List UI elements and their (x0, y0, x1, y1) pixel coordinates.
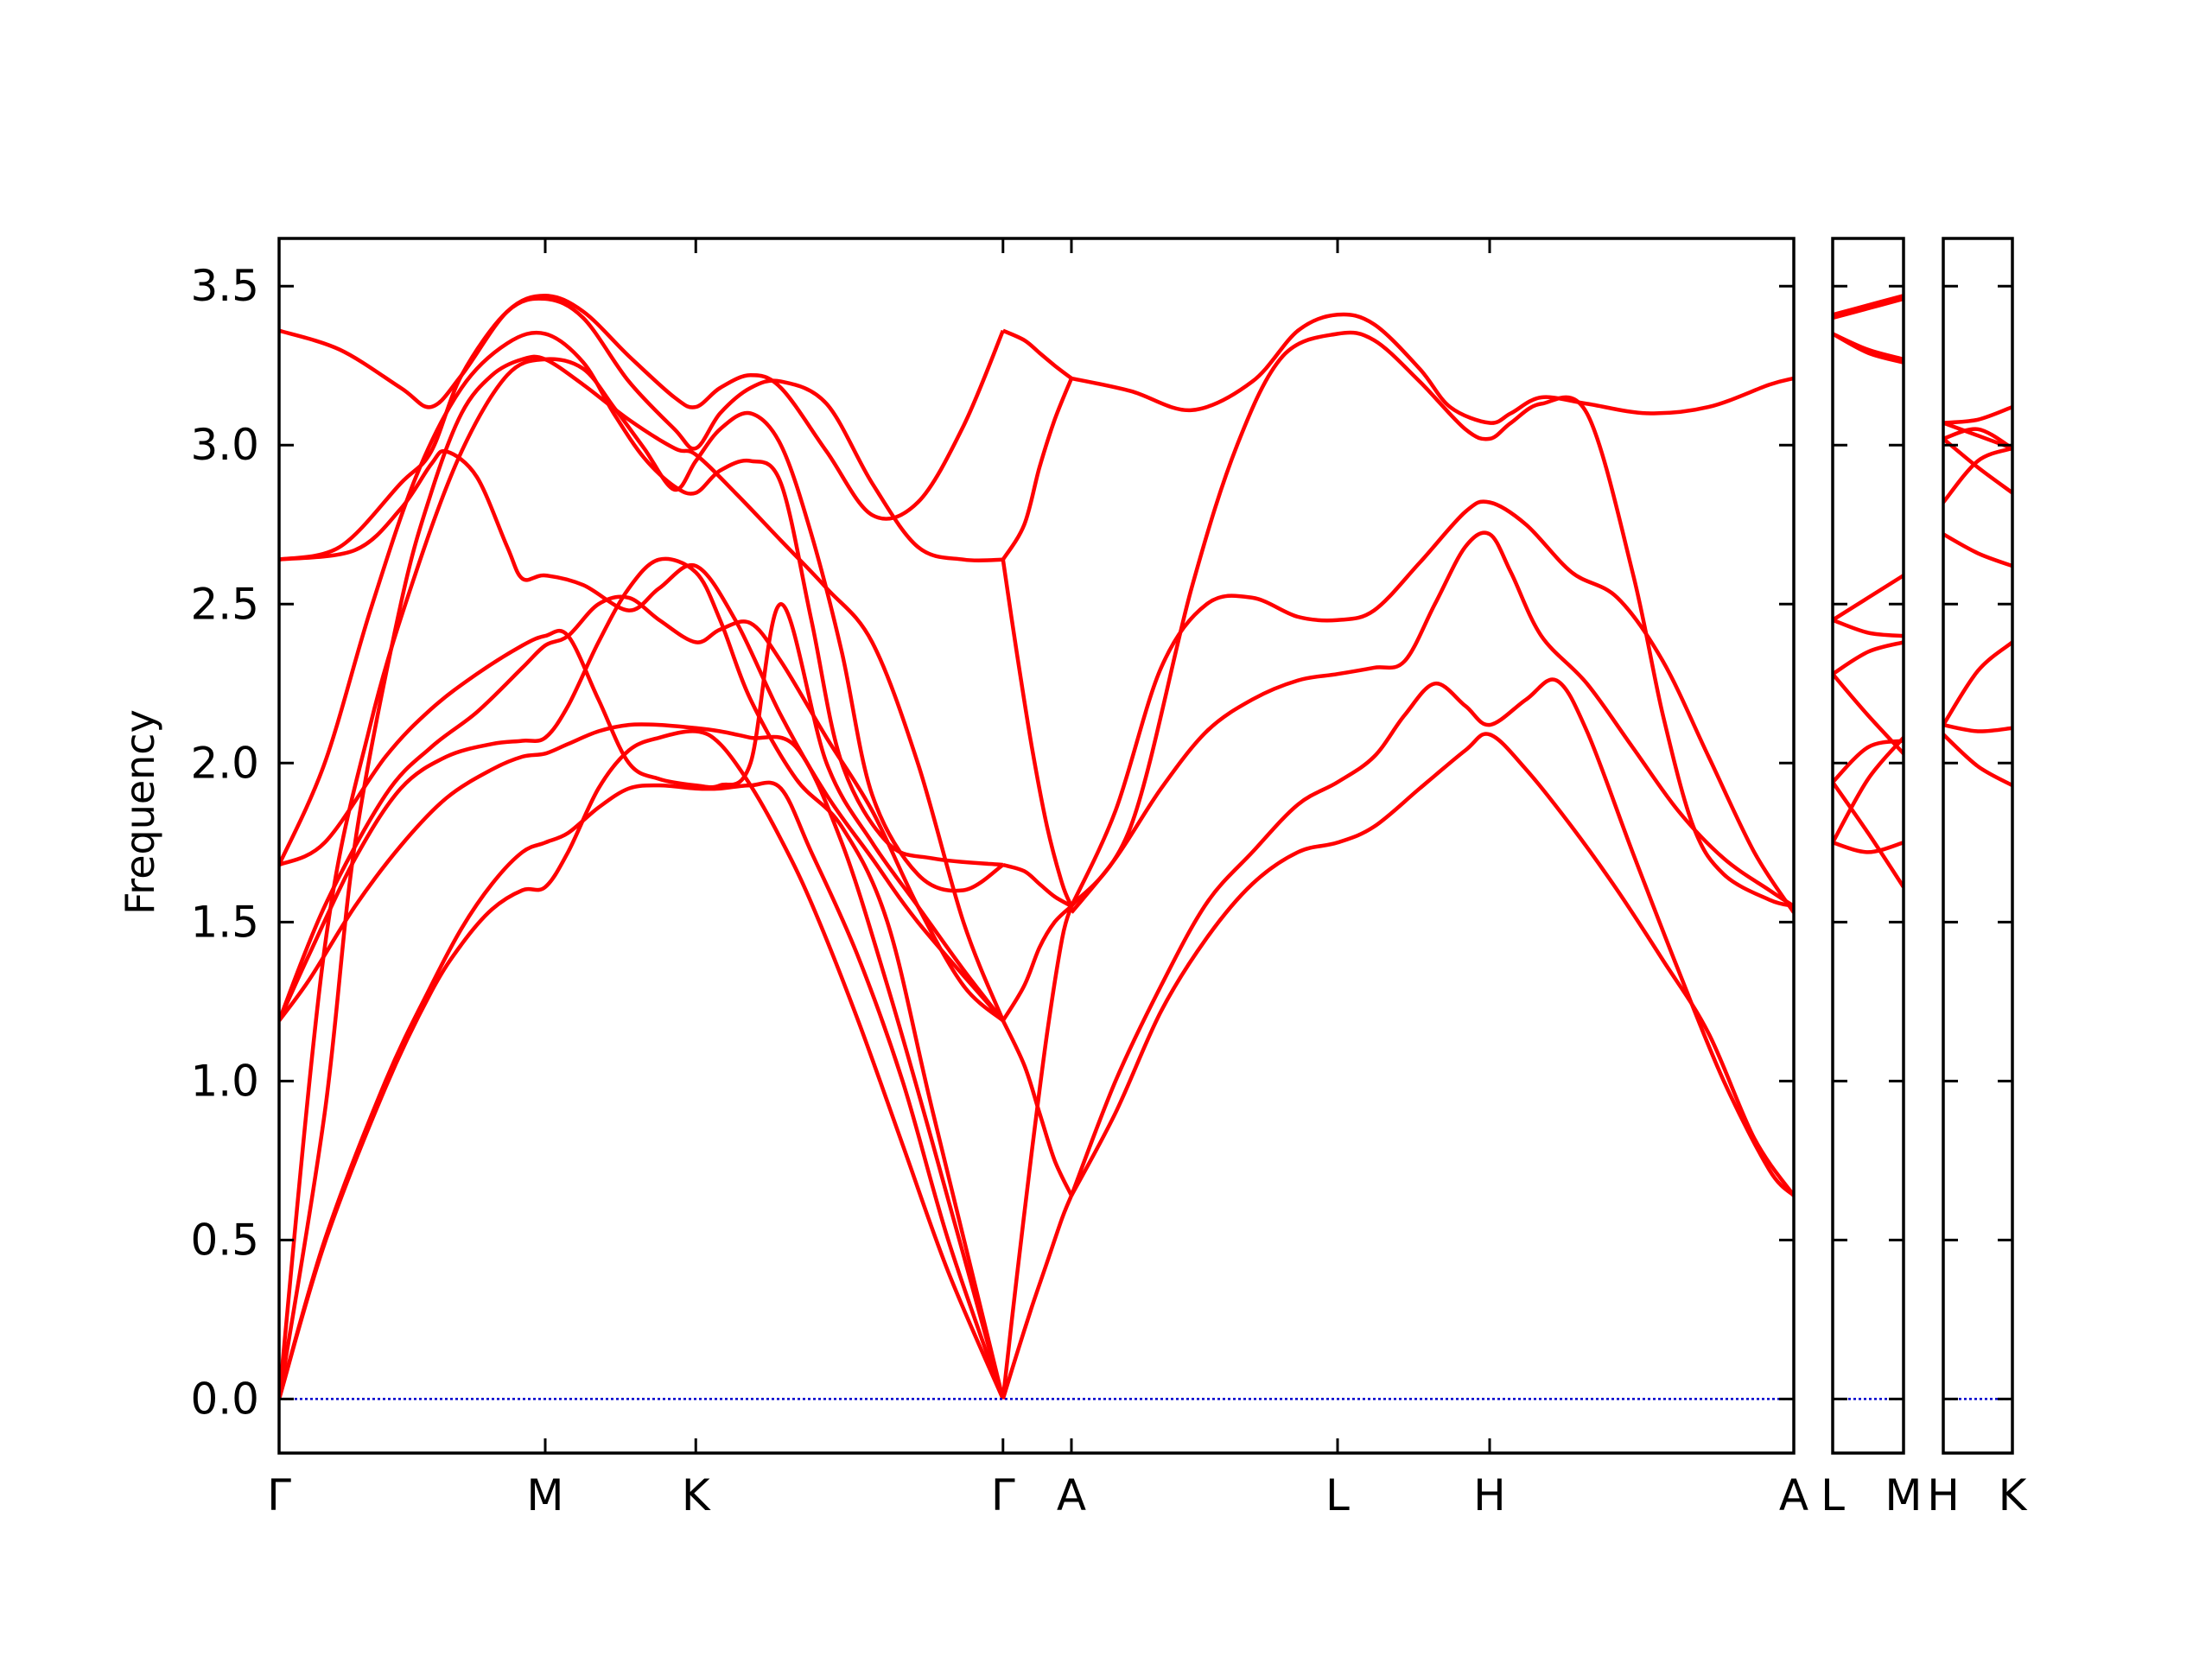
band-line-10 (279, 448, 1005, 1022)
band-line-25 (1069, 677, 1794, 1197)
band-line-12 (1833, 841, 1904, 854)
band-line-4 (279, 556, 1005, 1400)
panel-frame (277, 237, 1796, 1455)
band-line-10 (1833, 739, 1904, 784)
x-tick-label: K (1999, 1470, 2028, 1520)
plot-layer: Γ M K Γ A L H A L M H K0.00.51.01.52.02.53.03.5 (190, 237, 2028, 1520)
band-line-5 (279, 594, 1005, 1023)
band-line-19 (1001, 905, 1074, 1400)
y-tick-label: 0.5 (190, 1215, 259, 1265)
band-line-8 (1943, 722, 2012, 733)
band-line-1 (1833, 294, 1904, 317)
band-line-2 (1833, 296, 1904, 321)
band-line-15 (1001, 559, 1074, 907)
series-group (279, 294, 1794, 1400)
y-tick-label: 2.0 (190, 738, 259, 788)
band-line-6 (279, 602, 1005, 1022)
y-tick-label: 1.5 (190, 897, 259, 947)
band-line-6 (1943, 532, 2012, 568)
y-tick-label: 3.0 (190, 420, 259, 470)
band-line-9 (1833, 781, 1904, 889)
band-line-5 (1833, 574, 1904, 622)
band-line-24 (1070, 530, 1794, 914)
y-tick-label: 1.0 (190, 1056, 259, 1106)
band-line-26 (1070, 732, 1794, 1197)
band-line-5 (1943, 446, 2012, 504)
band-line-17 (1001, 904, 1073, 1022)
x-tick-label: L (1821, 1470, 1845, 1520)
x-tick-label: M (526, 1470, 563, 1520)
x-tick-label: H (1473, 1470, 1506, 1520)
band-line-7 (279, 330, 1003, 867)
band-line-8 (279, 357, 1005, 1400)
x-tick-label: H (1927, 1470, 1960, 1520)
band-line-4 (1833, 332, 1904, 365)
x-tick-label: Γ (267, 1470, 291, 1520)
band-line-7 (1833, 640, 1904, 676)
band-line-23 (1069, 499, 1794, 914)
series-group (1833, 294, 1904, 1400)
x-tick-label: K (682, 1470, 711, 1520)
band-line-13 (1001, 328, 1073, 380)
x-tick-label: M (1885, 1470, 1922, 1520)
band-line-9 (1943, 733, 2012, 788)
band-line-12 (279, 296, 1003, 563)
x-tick-label: A (1057, 1470, 1086, 1520)
band-line-7 (1943, 640, 2012, 727)
band-line-16 (1002, 862, 1073, 908)
band-line-11 (1833, 736, 1904, 844)
panel-frame (1831, 237, 1905, 1455)
band-line-6 (1833, 618, 1904, 638)
y-tick-label: 0.0 (190, 1374, 259, 1424)
x-tick-label: L (1325, 1470, 1350, 1520)
band-line-18 (1001, 1019, 1074, 1196)
y-axis-label: Frequency (117, 709, 163, 915)
band-line-3 (1943, 427, 2012, 450)
band-line-21 (1071, 312, 1794, 425)
band-line-22 (1070, 330, 1794, 909)
band-line-4 (1943, 437, 2012, 495)
band-line-2 (279, 780, 1005, 1400)
band-line-3 (1833, 332, 1904, 362)
band-line-9 (279, 354, 1005, 1400)
band-line-20 (1001, 1195, 1074, 1400)
band-line-3 (279, 722, 1005, 1400)
band-line-1 (1943, 404, 2012, 425)
panel-frame (1942, 237, 2014, 1455)
band-line-1 (279, 729, 1005, 1400)
x-tick-label: Γ (991, 1470, 1015, 1520)
y-tick-label: 2.5 (190, 579, 259, 629)
series-group (1943, 404, 2012, 1400)
band-line-14 (1001, 378, 1074, 561)
y-tick-label: 3.5 (190, 261, 259, 311)
band-line-11 (279, 294, 1005, 521)
x-tick-label: A (1779, 1470, 1808, 1520)
